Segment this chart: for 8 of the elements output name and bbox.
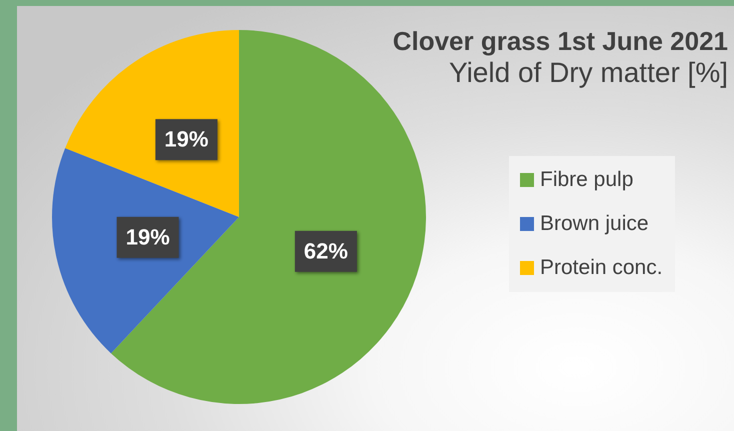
chart-title: Clover grass 1st June 2021 [392, 25, 728, 57]
data-label: 19% [164, 126, 208, 152]
legend-label: Protein conc. [540, 256, 663, 280]
legend-label: Fibre pulp [540, 168, 634, 192]
data-label: 19% [126, 224, 170, 250]
text: Yield of Dry matter [%] [448, 57, 728, 89]
legend-label: Brown juice [540, 212, 649, 236]
data-label: 62% [304, 238, 348, 264]
